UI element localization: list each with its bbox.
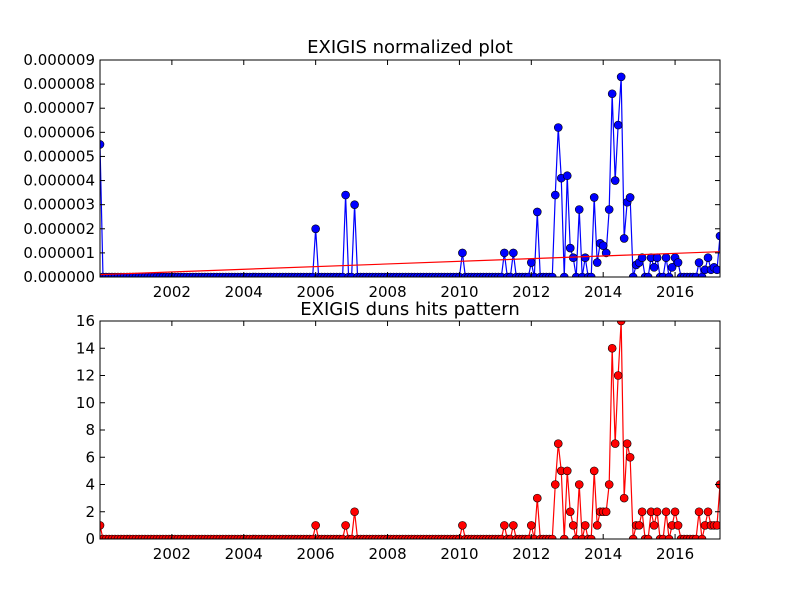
normalized-y-tick-label: 0.000009 [23,51,95,69]
duns-hits-data-point [695,508,703,516]
duns-hits-data-point [608,344,616,352]
duns-hits-data-point [650,521,658,529]
normalized-data-point [605,205,613,213]
duns-hits-data-point [527,521,535,529]
normalized-data-point [599,242,607,250]
duns-hits-data-point [569,521,577,529]
normalized-y-tick-label: 0.000005 [23,147,95,165]
duns-hits-x-tick-label: 2004 [225,545,263,563]
duns-hits-data-point [662,508,670,516]
duns-hits-data-point [605,481,613,489]
duns-hits-data-point [638,508,646,516]
normalized-data-point [342,191,350,199]
normalized-data-point [458,249,466,257]
normalized-x-tick-label: 2016 [656,283,694,301]
normalized-data-point [590,193,598,201]
normalized-data-point [611,177,619,185]
duns-hits-data-point [614,372,622,380]
duns-hits-data-point [312,521,320,529]
normalized-data-point [527,259,535,267]
duns-hits-x-tick-label: 2012 [512,545,550,563]
normalized-data-point [620,234,628,242]
normalized-x-tick-label: 2014 [584,283,622,301]
duns-hits-data-point [635,521,643,529]
normalized-y-tick-label: 0.000002 [23,220,95,238]
normalized-data-point [674,259,682,267]
duns-hits-data-point [653,508,661,516]
duns-hits-y-tick-label: 16 [76,312,95,330]
duns-hits-data-point [566,508,574,516]
normalized-data-point [626,193,634,201]
duns-hits-data-point [533,494,541,502]
normalized-y-tick-label: 0.000001 [23,244,95,262]
duns-hits-data-point [563,467,571,475]
duns-hits-title: EXIGIS duns hits pattern [300,299,519,320]
normalized-data-point [614,121,622,129]
normalized-data-point [551,191,559,199]
normalized-data-point [312,225,320,233]
duns-hits-data-point [626,453,634,461]
normalized-data-point [653,254,661,262]
duns-hits-x-tick-label: 2010 [440,545,478,563]
duns-hits-data-point [674,521,682,529]
duns-hits-data-point [581,521,589,529]
normalized-data-point [575,205,583,213]
normalized-y-tick-label: 0.000004 [23,172,95,190]
normalized-data-point [704,254,712,262]
duns-hits-data-point [575,481,583,489]
duns-hits-y-tick-label: 4 [85,476,95,494]
normalized-x-tick-label: 2004 [225,283,263,301]
duns-hits-x-tick-label: 2008 [368,545,406,563]
normalized-data-point [533,208,541,216]
normalized-data-point [650,263,658,271]
duns-hits-data-point [590,467,598,475]
duns-hits-y-tick-label: 8 [85,421,95,439]
duns-hits-data-point [620,494,628,502]
duns-hits-y-tick-label: 0 [85,530,95,548]
duns-hits-data-point [351,508,359,516]
duns-hits-x-tick-label: 2006 [297,545,335,563]
normalized-data-point [608,90,616,98]
duns-hits-data-point [611,440,619,448]
duns-hits-data-point [593,521,601,529]
normalized-data-point [351,201,359,209]
duns-hits-data-point [554,440,562,448]
duns-hits-x-tick-label: 2014 [584,545,622,563]
normalized-data-point [500,249,508,257]
duns-hits-data-point [602,508,610,516]
normalized-y-tick-label: 0.000007 [23,99,95,117]
duns-hits-data-point [458,521,466,529]
duns-hits-data-point [500,521,508,529]
duns-hits-y-tick-label: 12 [76,367,95,385]
normalized-data-point [563,172,571,180]
duns-hits-data-point [671,508,679,516]
normalized-y-tick-label: 0.000003 [23,196,95,214]
normalized-data-point [695,259,703,267]
duns-hits-y-tick-label: 2 [85,503,95,521]
duns-hits-data-point [342,521,350,529]
duns-hits-x-tick-label: 2016 [656,545,694,563]
normalized-data-point [662,254,670,262]
normalized-y-tick-label: 0.000000 [23,268,95,286]
duns-hits-data-point [623,440,631,448]
normalized-data-point [566,244,574,252]
normalized-data-point [593,259,601,267]
duns-hits-data-point [551,481,559,489]
normalized-data-point [617,73,625,81]
duns-hits-y-tick-label: 6 [85,448,95,466]
normalized-x-tick-label: 2002 [153,283,191,301]
duns-hits-y-tick-label: 14 [76,339,95,357]
duns-hits-data-point [509,521,517,529]
normalized-data-point [554,124,562,132]
normalized-y-tick-label: 0.000008 [23,75,95,93]
duns-hits-data-point [704,508,712,516]
normalized-plot-title: EXIGIS normalized plot [307,37,513,58]
duns-hits-x-tick-label: 2002 [153,545,191,563]
duns-hits-y-tick-label: 10 [76,394,95,412]
normalized-y-tick-label: 0.000006 [23,123,95,141]
normalized-data-point [581,254,589,262]
normalized-data-point [509,249,517,257]
